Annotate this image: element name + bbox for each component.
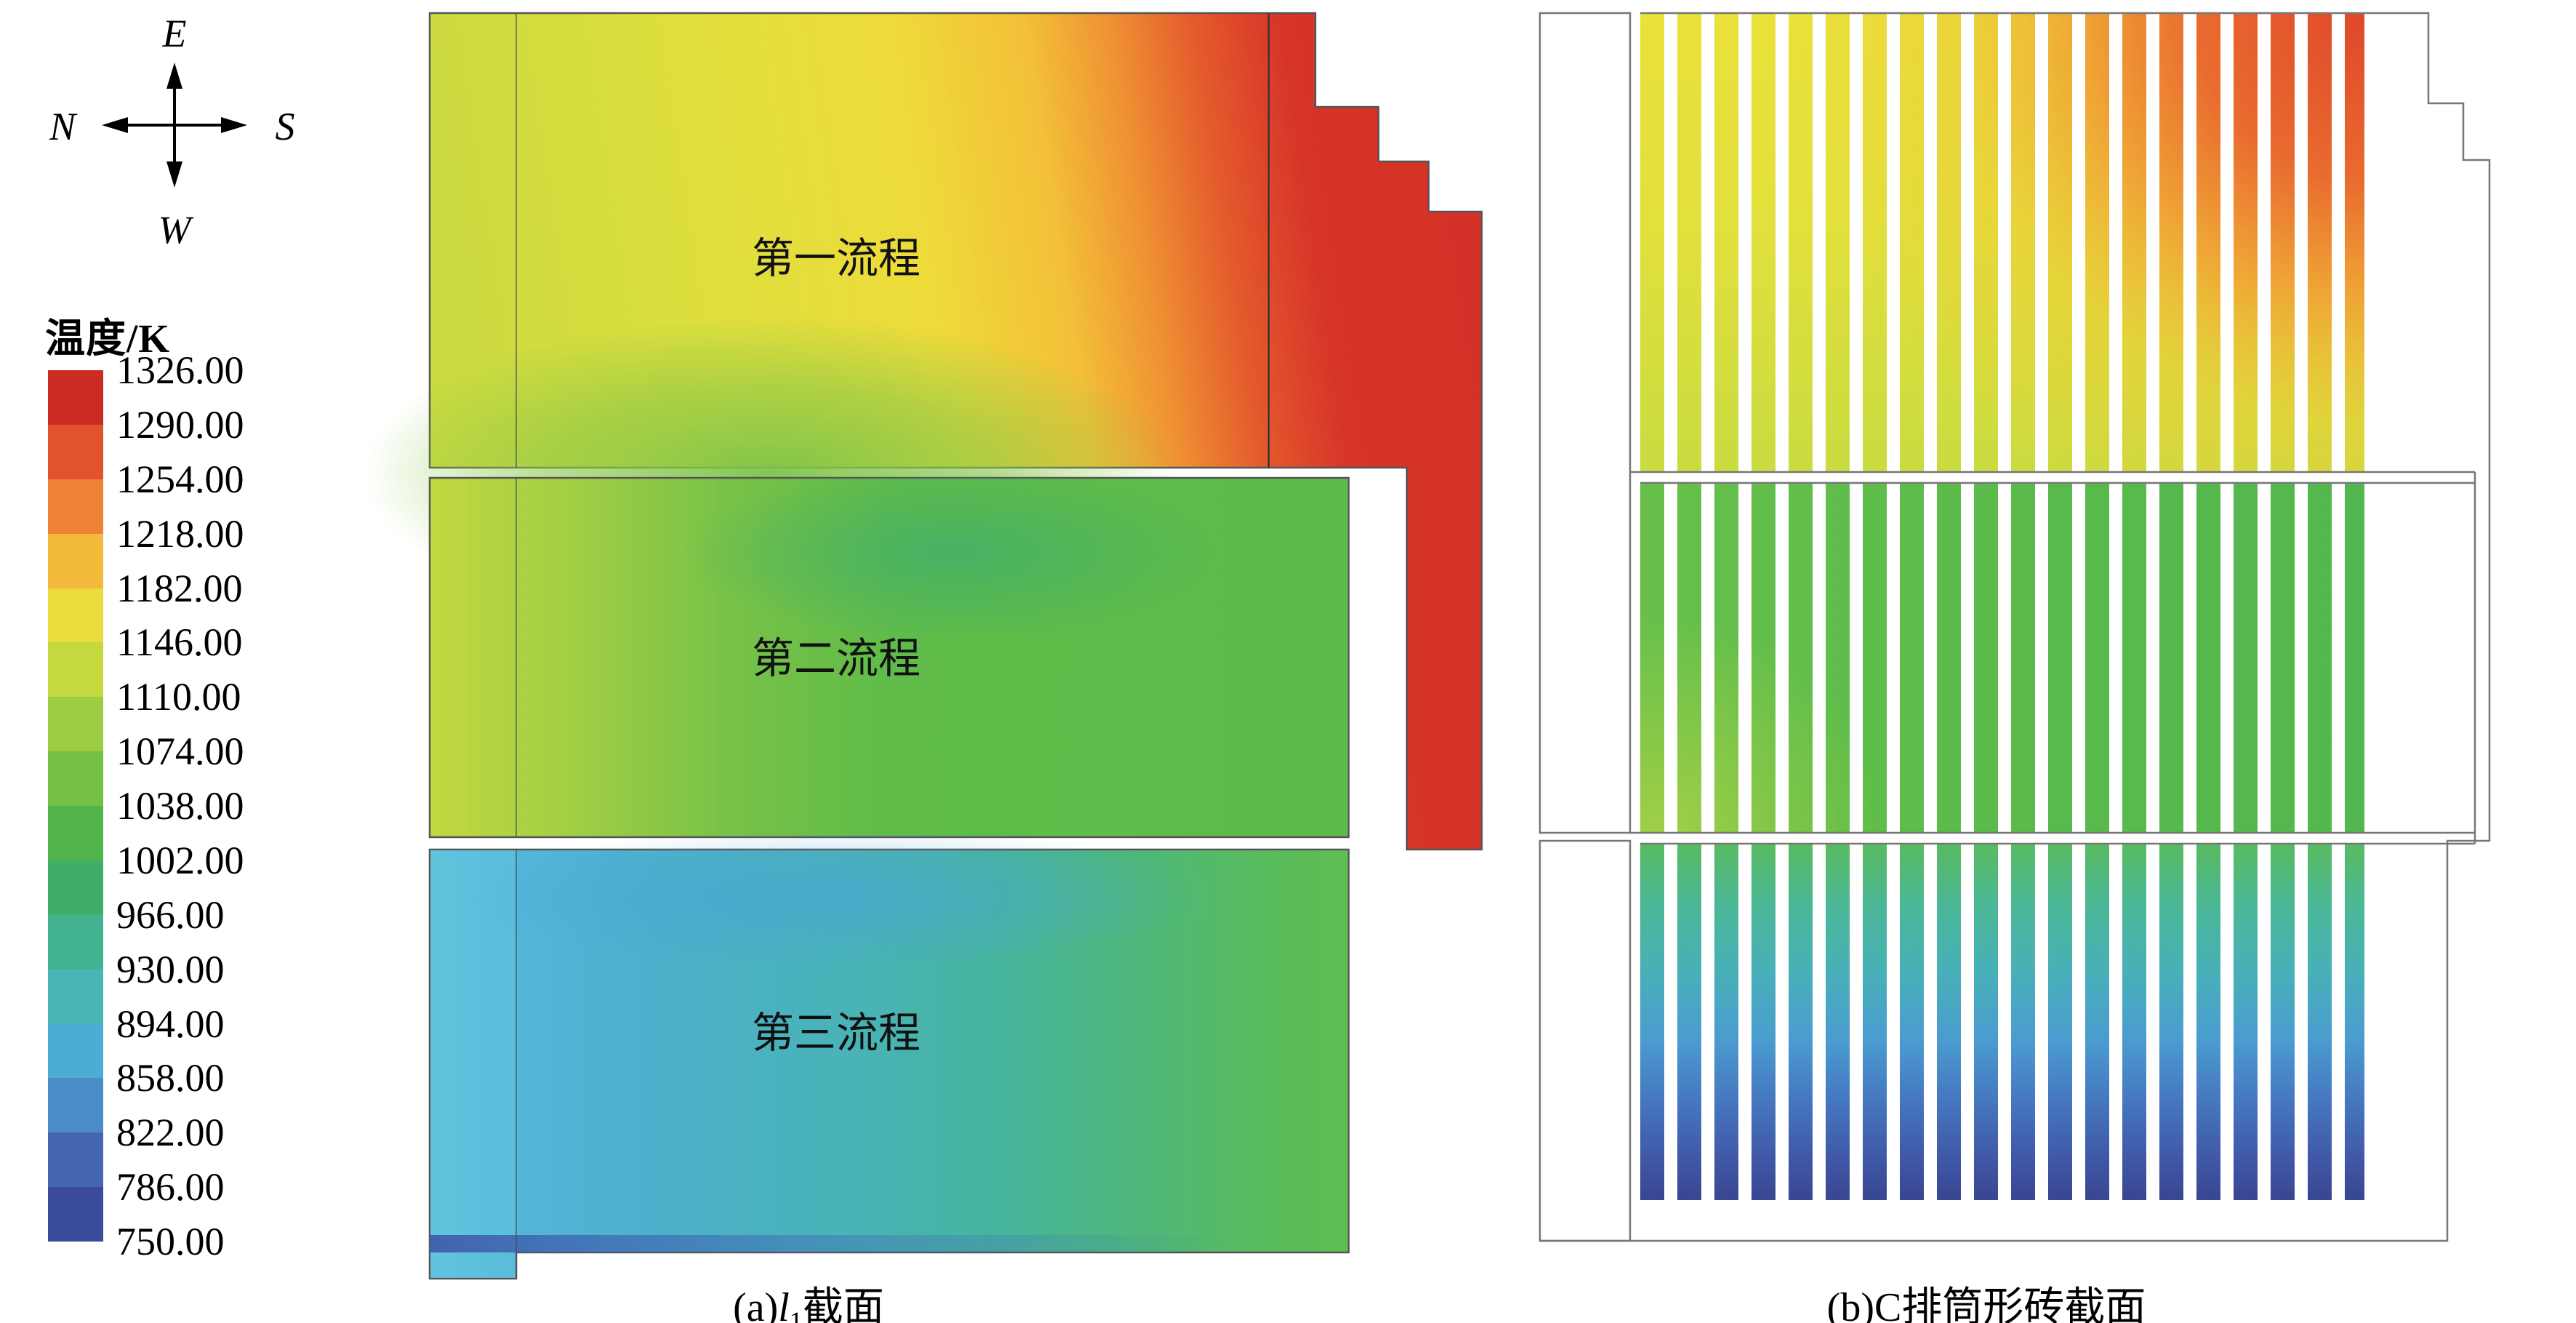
colorbar-band [48, 969, 103, 1024]
header-box-outline-top [1538, 12, 1632, 834]
colorbar-band [48, 642, 103, 698]
second-pass-label: 第二流程 [752, 635, 920, 682]
colorbar-band [48, 479, 103, 534]
legend-title: 温度/K [45, 316, 171, 361]
colorbar-tick-label: 1074.00 [116, 730, 244, 774]
colorbar-labels: 1326.00 1290.00 1254.00 1218.00 1182.00 1146.… [116, 350, 244, 1262]
colorbar-tick-label: 1218.00 [116, 511, 244, 556]
tube-gaps-overlay [1640, 13, 2364, 1200]
panel-b [1538, 12, 2491, 1242]
colorbar-band [48, 588, 103, 643]
colorbar-tick-label: 1254.00 [116, 457, 244, 501]
colorbar-tick-label: 1038.00 [116, 784, 244, 828]
compass: E W N S [49, 12, 295, 252]
furnace-wall-outline [1540, 12, 2491, 1242]
header-box-outline-bottom [1538, 839, 1632, 1242]
colorbar-tick-label: 1110.00 [116, 675, 241, 719]
compass-arrow-left-icon [102, 117, 128, 133]
colorbar-band [48, 751, 103, 806]
caption-panel-a: (a)l1截面 [349, 1274, 1268, 1323]
compass-arrow-up-icon [166, 63, 182, 89]
compass-label-south: S [276, 105, 295, 148]
panel-a: 第一流程 第二流程 第三流程 [428, 12, 1483, 1280]
compass-arrow-down-icon [166, 161, 182, 188]
colorbar-tick-label: 894.00 [116, 1002, 225, 1046]
colorbar-tick-label: 1326.00 [116, 348, 244, 392]
colorbar-band [48, 806, 103, 860]
colorbar-band [48, 370, 103, 425]
third-pass-bottom-cold-edge [430, 1235, 1349, 1252]
colorbar [48, 370, 103, 1242]
caption-a-subscript: 1 [789, 1306, 803, 1323]
compass-label-west: W [159, 208, 195, 252]
caption-a-suffix: 截面 [802, 1285, 884, 1323]
colorbar-band [48, 1078, 103, 1133]
caption-a-variable: l [778, 1285, 790, 1323]
caption-panel-b: (b)C排筒形砖截面 [1826, 1285, 2146, 1323]
colorbar-tick-label: 786.00 [116, 1165, 225, 1210]
colorbar-band [48, 533, 103, 588]
first-pass-label: 第一流程 [752, 235, 920, 282]
colorbar-tick-label: 1002.00 [116, 838, 244, 882]
second-pass-cool-region [683, 465, 1221, 640]
colorbar-band [48, 860, 103, 915]
colorbar-tick-label: 1182.00 [116, 566, 243, 610]
third-pass-blue-region [458, 829, 1214, 967]
compass-arrow-right-icon [221, 117, 247, 133]
colorbar-tick-label: 750.00 [116, 1220, 225, 1263]
colorbar-band [48, 914, 103, 970]
colorbar-band [48, 1187, 103, 1242]
colorbar-tick-label: 1290.00 [116, 402, 244, 447]
colorbar-band [48, 697, 103, 752]
caption-a-prefix: (a) [733, 1285, 779, 1323]
colorbar-tick-label: 966.00 [116, 892, 225, 937]
compass-label-north: N [49, 105, 78, 148]
colorbar-tick-label: 822.00 [116, 1111, 225, 1155]
compass-label-east: E [162, 12, 187, 55]
colorbar-tick-label: 1146.00 [116, 620, 243, 665]
third-pass-label: 第三流程 [752, 1010, 920, 1057]
contour-block-first-pass [428, 12, 1483, 851]
colorbar-band [48, 1023, 103, 1079]
colorbar-tick-label: 858.00 [116, 1056, 225, 1100]
colorbar-tick-label: 930.00 [116, 947, 225, 991]
colorbar-band [48, 1132, 103, 1188]
colorbar-band [48, 424, 103, 479]
